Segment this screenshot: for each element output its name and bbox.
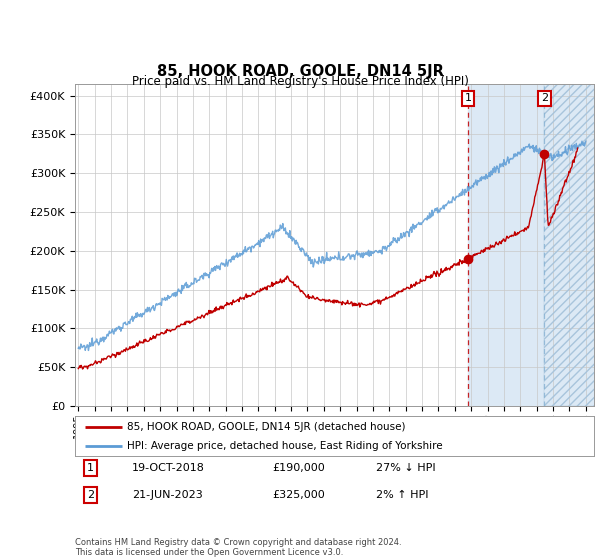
Text: £325,000: £325,000 bbox=[272, 489, 325, 500]
Bar bbox=[544, 84, 600, 406]
Bar bbox=[544, 0, 600, 406]
Text: 27% ↓ HPI: 27% ↓ HPI bbox=[376, 463, 436, 473]
Text: 19-OCT-2018: 19-OCT-2018 bbox=[132, 463, 205, 473]
Text: 85, HOOK ROAD, GOOLE, DN14 5JR (detached house): 85, HOOK ROAD, GOOLE, DN14 5JR (detached… bbox=[127, 422, 406, 432]
Text: 21-JUN-2023: 21-JUN-2023 bbox=[132, 489, 203, 500]
Text: 2: 2 bbox=[87, 489, 94, 500]
Bar bbox=[468, 84, 600, 406]
Text: 1: 1 bbox=[87, 463, 94, 473]
Text: 2: 2 bbox=[541, 94, 548, 104]
Text: Price paid vs. HM Land Registry's House Price Index (HPI): Price paid vs. HM Land Registry's House … bbox=[131, 74, 469, 88]
Text: 1: 1 bbox=[464, 94, 472, 104]
Text: 2% ↑ HPI: 2% ↑ HPI bbox=[376, 489, 428, 500]
Text: 85, HOOK ROAD, GOOLE, DN14 5JR: 85, HOOK ROAD, GOOLE, DN14 5JR bbox=[157, 64, 443, 79]
Text: £190,000: £190,000 bbox=[272, 463, 325, 473]
Text: Contains HM Land Registry data © Crown copyright and database right 2024.
This d: Contains HM Land Registry data © Crown c… bbox=[75, 538, 401, 557]
Text: HPI: Average price, detached house, East Riding of Yorkshire: HPI: Average price, detached house, East… bbox=[127, 441, 443, 451]
